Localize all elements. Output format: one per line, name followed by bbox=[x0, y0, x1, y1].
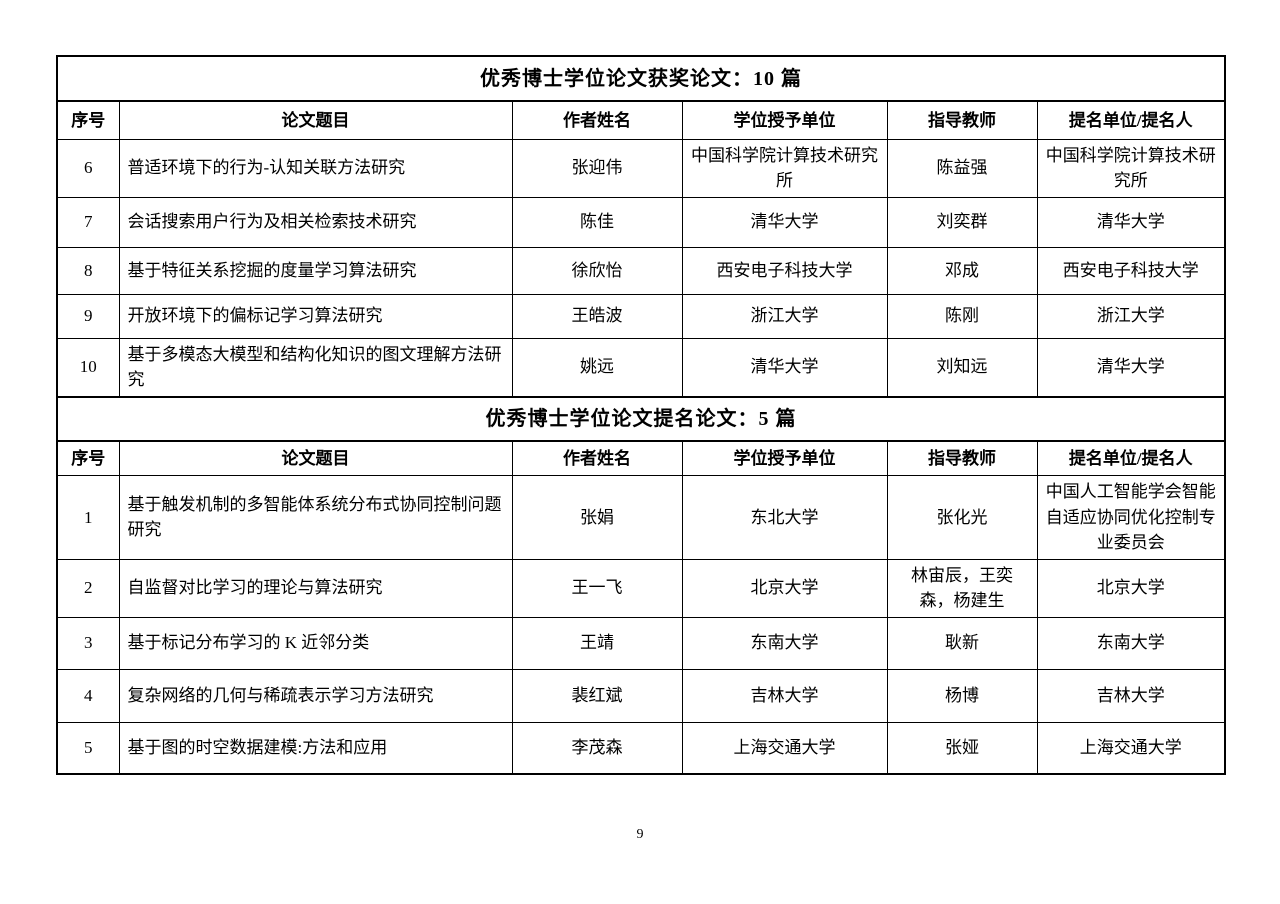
cell-degree-unit: 上海交通大学 bbox=[681, 721, 888, 775]
cell-degree-unit: 北京大学 bbox=[681, 558, 888, 618]
cell-advisor: 陈益强 bbox=[886, 138, 1038, 198]
header-serial: 序号 bbox=[56, 440, 120, 476]
cell-nominator: 中国人工智能学会智能自适应协同优化控制专业委员会 bbox=[1036, 475, 1226, 560]
cell-advisor: 刘奕群 bbox=[886, 196, 1038, 248]
table-row: 7 会话搜索用户行为及相关检索技术研究 陈佳 清华大学 刘奕群 清华大学 bbox=[56, 196, 1226, 248]
header-thesis-title: 论文题目 bbox=[118, 100, 513, 140]
header-advisor: 指导教师 bbox=[886, 440, 1038, 476]
cell-thesis-title: 基于特征关系挖掘的度量学习算法研究 bbox=[118, 246, 513, 295]
cell-degree-unit: 清华大学 bbox=[681, 196, 888, 248]
cell-nominator: 清华大学 bbox=[1036, 337, 1226, 397]
table-row: 5 基于图的时空数据建模:方法和应用 李茂森 上海交通大学 张娅 上海交通大学 bbox=[56, 721, 1226, 775]
header-degree-unit: 学位授予单位 bbox=[681, 440, 888, 476]
section-2-title: 优秀博士学位论文提名论文：5 篇 bbox=[56, 395, 1226, 442]
cell-serial: 1 bbox=[56, 475, 120, 560]
cell-serial: 9 bbox=[56, 293, 120, 339]
cell-degree-unit: 浙江大学 bbox=[681, 293, 888, 339]
cell-advisor: 杨博 bbox=[886, 668, 1038, 723]
cell-thesis-title: 基于图的时空数据建模:方法和应用 bbox=[118, 721, 513, 775]
cell-thesis-title: 开放环境下的偏标记学习算法研究 bbox=[118, 293, 513, 339]
section-1-header-row: 序号 论文题目 作者姓名 学位授予单位 指导教师 提名单位/提名人 bbox=[56, 100, 1226, 140]
cell-thesis-title: 基于触发机制的多智能体系统分布式协同控制问题研究 bbox=[118, 475, 513, 560]
cell-nominator: 上海交通大学 bbox=[1036, 721, 1226, 775]
cell-author: 张迎伟 bbox=[511, 138, 683, 198]
table-row: 2 自监督对比学习的理论与算法研究 王一飞 北京大学 林宙辰，王奕森，杨建生 北… bbox=[56, 558, 1226, 618]
cell-serial: 6 bbox=[56, 138, 120, 198]
header-degree-unit: 学位授予单位 bbox=[681, 100, 888, 140]
cell-advisor: 耿新 bbox=[886, 616, 1038, 670]
cell-advisor: 张娅 bbox=[886, 721, 1038, 775]
header-author: 作者姓名 bbox=[511, 440, 683, 476]
cell-serial: 7 bbox=[56, 196, 120, 248]
table-row: 9 开放环境下的偏标记学习算法研究 王皓波 浙江大学 陈刚 浙江大学 bbox=[56, 293, 1226, 339]
cell-thesis-title: 基于标记分布学习的 K 近邻分类 bbox=[118, 616, 513, 670]
cell-degree-unit: 中国科学院计算技术研究所 bbox=[681, 138, 888, 198]
cell-advisor: 刘知远 bbox=[886, 337, 1038, 397]
header-advisor: 指导教师 bbox=[886, 100, 1038, 140]
cell-nominator: 浙江大学 bbox=[1036, 293, 1226, 339]
cell-thesis-title: 复杂网络的几何与稀疏表示学习方法研究 bbox=[118, 668, 513, 723]
cell-author: 徐欣怡 bbox=[511, 246, 683, 295]
cell-serial: 2 bbox=[56, 558, 120, 618]
cell-author: 王一飞 bbox=[511, 558, 683, 618]
cell-author: 裴红斌 bbox=[511, 668, 683, 723]
header-thesis-title: 论文题目 bbox=[118, 440, 513, 476]
section-1-title: 优秀博士学位论文获奖论文：10 篇 bbox=[56, 55, 1226, 102]
cell-degree-unit: 东南大学 bbox=[681, 616, 888, 670]
cell-thesis-title: 普适环境下的行为-认知关联方法研究 bbox=[118, 138, 513, 198]
cell-nominator: 西安电子科技大学 bbox=[1036, 246, 1226, 295]
cell-nominator: 吉林大学 bbox=[1036, 668, 1226, 723]
cell-author: 张娟 bbox=[511, 475, 683, 560]
cell-degree-unit: 东北大学 bbox=[681, 475, 888, 560]
header-nominator: 提名单位/提名人 bbox=[1036, 440, 1226, 476]
cell-advisor: 邓成 bbox=[886, 246, 1038, 295]
cell-nominator: 东南大学 bbox=[1036, 616, 1226, 670]
cell-serial: 10 bbox=[56, 337, 120, 397]
header-author: 作者姓名 bbox=[511, 100, 683, 140]
cell-author: 李茂森 bbox=[511, 721, 683, 775]
table-row: 6 普适环境下的行为-认知关联方法研究 张迎伟 中国科学院计算技术研究所 陈益强… bbox=[56, 138, 1226, 198]
cell-author: 王靖 bbox=[511, 616, 683, 670]
header-nominator: 提名单位/提名人 bbox=[1036, 100, 1226, 140]
header-serial: 序号 bbox=[56, 100, 120, 140]
cell-serial: 3 bbox=[56, 616, 120, 670]
cell-advisor: 张化光 bbox=[886, 475, 1038, 560]
table-row: 10 基于多模态大模型和结构化知识的图文理解方法研究 姚远 清华大学 刘知远 清… bbox=[56, 337, 1226, 397]
cell-thesis-title: 基于多模态大模型和结构化知识的图文理解方法研究 bbox=[118, 337, 513, 397]
cell-degree-unit: 清华大学 bbox=[681, 337, 888, 397]
cell-author: 姚远 bbox=[511, 337, 683, 397]
cell-advisor: 林宙辰，王奕森，杨建生 bbox=[886, 558, 1038, 618]
cell-nominator: 北京大学 bbox=[1036, 558, 1226, 618]
table-row: 1 基于触发机制的多智能体系统分布式协同控制问题研究 张娟 东北大学 张化光 中… bbox=[56, 475, 1226, 560]
table-row: 4 复杂网络的几何与稀疏表示学习方法研究 裴红斌 吉林大学 杨博 吉林大学 bbox=[56, 668, 1226, 723]
cell-author: 王皓波 bbox=[511, 293, 683, 339]
cell-serial: 4 bbox=[56, 668, 120, 723]
cell-serial: 5 bbox=[56, 721, 120, 775]
table-row: 3 基于标记分布学习的 K 近邻分类 王靖 东南大学 耿新 东南大学 bbox=[56, 616, 1226, 670]
cell-advisor: 陈刚 bbox=[886, 293, 1038, 339]
cell-nominator: 中国科学院计算技术研究所 bbox=[1036, 138, 1226, 198]
section-2-header-row: 序号 论文题目 作者姓名 学位授予单位 指导教师 提名单位/提名人 bbox=[56, 440, 1226, 476]
cell-degree-unit: 西安电子科技大学 bbox=[681, 246, 888, 295]
cell-serial: 8 bbox=[56, 246, 120, 295]
table-row: 8 基于特征关系挖掘的度量学习算法研究 徐欣怡 西安电子科技大学 邓成 西安电子… bbox=[56, 246, 1226, 295]
cell-nominator: 清华大学 bbox=[1036, 196, 1226, 248]
page-number: 9 bbox=[636, 827, 644, 842]
cell-author: 陈佳 bbox=[511, 196, 683, 248]
cell-thesis-title: 自监督对比学习的理论与算法研究 bbox=[118, 558, 513, 618]
cell-degree-unit: 吉林大学 bbox=[681, 668, 888, 723]
section-2-title-row: 优秀博士学位论文提名论文：5 篇 bbox=[56, 395, 1226, 442]
cell-thesis-title: 会话搜索用户行为及相关检索技术研究 bbox=[118, 196, 513, 248]
section-1-title-row: 优秀博士学位论文获奖论文：10 篇 bbox=[56, 55, 1226, 102]
dissertation-awards-table: 优秀博士学位论文获奖论文：10 篇 序号 论文题目 作者姓名 学位授予单位 指导… bbox=[56, 55, 1226, 775]
